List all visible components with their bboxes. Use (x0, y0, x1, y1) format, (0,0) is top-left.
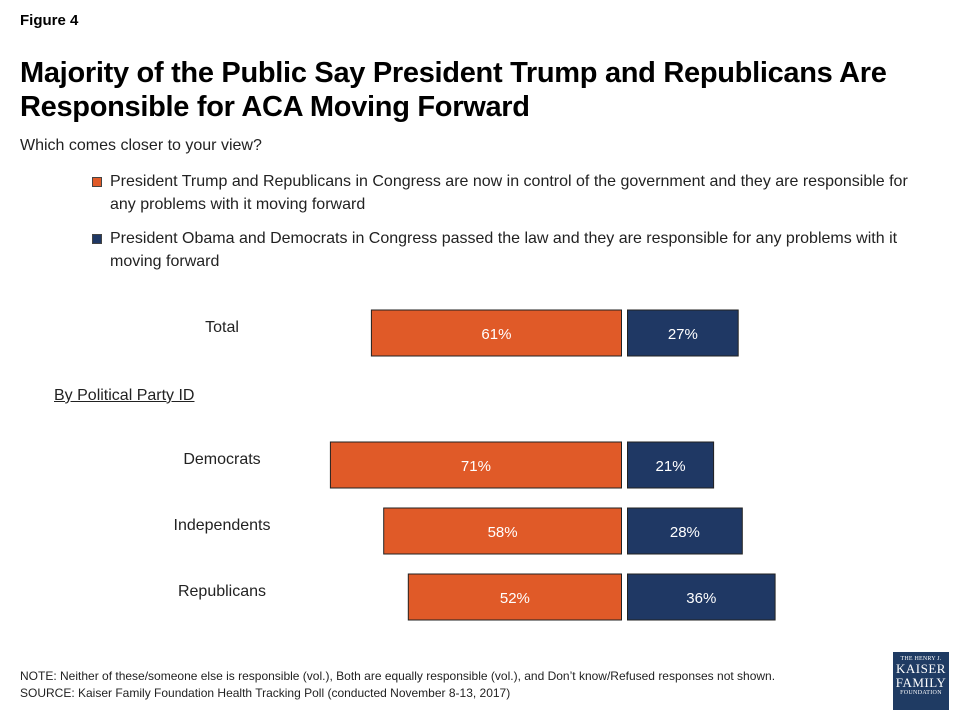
logo-line-2: KAISER (896, 661, 946, 676)
data-label-trump-republicans: 52% (500, 590, 530, 607)
bar-trump-independents (383, 507, 623, 555)
footer-notes: NOTE: Neither of these/someone else is r… (20, 668, 775, 702)
data-label-obama-total: 27% (668, 326, 698, 343)
chart-legend: President Trump and Republicans in Congr… (92, 170, 912, 273)
chart-subtitle: Which comes closer to your view? (20, 137, 262, 154)
group-heading-party: By Political Party ID (54, 387, 195, 404)
legend-item-trump: President Trump and Republicans in Congr… (92, 170, 912, 216)
legend-item-obama: President Obama and Democrats in Congres… (92, 227, 912, 273)
logo-line-1: THE HENRY J. (900, 656, 942, 662)
data-label-trump-total: 61% (481, 326, 511, 343)
data-label-trump-democrats: 71% (461, 458, 491, 475)
data-label-obama-democrats: 21% (656, 458, 686, 475)
bar-obama-republicans (627, 573, 776, 621)
data-label-trump-independents: 58% (488, 524, 518, 541)
category-label-independents: Independents (174, 517, 271, 534)
data-label-obama-independents: 28% (670, 524, 700, 541)
bar-trump-democrats (329, 441, 622, 489)
category-label-republicans: Republicans (178, 583, 266, 600)
chart-title: Majority of the Public Say President Tru… (20, 57, 887, 123)
bar-trump-republicans (407, 573, 622, 621)
logo-line-3: FAMILY (895, 675, 947, 690)
footer-note: NOTE: Neither of these/someone else is r… (20, 669, 776, 683)
category-label-democrats: Democrats (183, 451, 260, 468)
category-label-total: Total (205, 319, 239, 336)
figure-label: Figure 4 (20, 12, 79, 29)
bar-obama-democrats (627, 441, 715, 489)
bar-obama-independents (627, 507, 743, 555)
legend-label-obama: President Obama and Democrats in Congres… (110, 230, 898, 270)
logo-line-4: FOUNDATION (900, 690, 942, 696)
legend-swatch-trump (92, 177, 102, 187)
kff-logo: THE HENRY J. KAISER FAMILY FOUNDATION (893, 652, 949, 710)
bar-trump-total (370, 309, 622, 357)
legend-label-trump: President Trump and Republicans in Congr… (110, 173, 908, 213)
legend-swatch-obama (92, 234, 102, 244)
bar-obama-total (627, 309, 739, 357)
footer-source: SOURCE: Kaiser Family Foundation Health … (20, 686, 511, 700)
data-label-obama-republicans: 36% (686, 590, 716, 607)
